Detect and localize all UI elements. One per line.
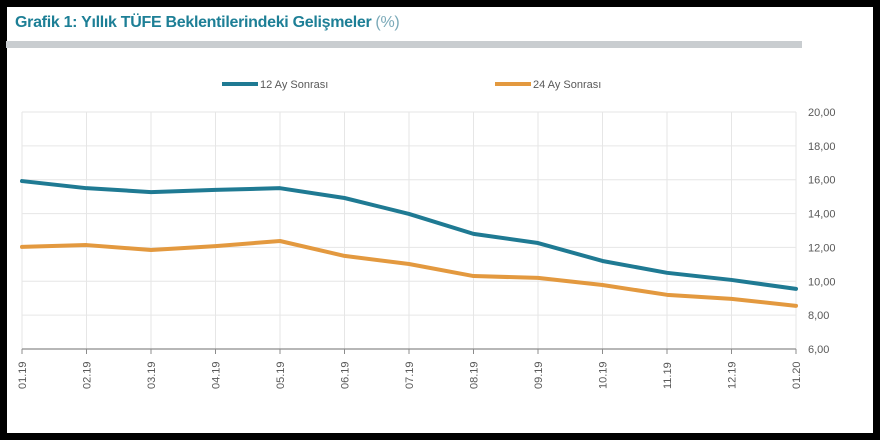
y-tick-label: 14,00 bbox=[808, 209, 836, 221]
x-tick-label: 06.19 bbox=[340, 361, 352, 389]
x-tick-label: 04.19 bbox=[211, 361, 223, 389]
title-text: Grafik 1: Yıllık TÜFE Beklentilerindeki … bbox=[15, 14, 372, 31]
x-tick-label: 05.19 bbox=[275, 361, 287, 389]
title-unit: (%) bbox=[375, 14, 400, 31]
legend-label: 24 Ay Sonrası bbox=[533, 79, 601, 91]
x-tick-label: 08.19 bbox=[469, 361, 481, 389]
x-tick-label: 01.20 bbox=[791, 361, 803, 389]
y-tick-label: 16,00 bbox=[808, 175, 836, 187]
x-tick-label: 12.19 bbox=[727, 361, 739, 389]
y-tick-label: 12,00 bbox=[808, 242, 836, 254]
x-tick-label: 10.19 bbox=[598, 361, 610, 389]
chart-title: Grafik 1: Yıllık TÜFE Beklentilerindeki … bbox=[15, 14, 400, 32]
x-tick-label: 09.19 bbox=[533, 361, 545, 389]
x-tick-label: 01.19 bbox=[17, 361, 29, 389]
y-tick-label: 20,00 bbox=[808, 107, 836, 119]
y-tick-label: 18,00 bbox=[808, 141, 836, 153]
y-tick-label: 8,00 bbox=[808, 310, 829, 322]
x-tick-label: 11.19 bbox=[662, 362, 674, 389]
x-tick-label: 07.19 bbox=[404, 361, 416, 389]
title-divider bbox=[6, 41, 802, 48]
y-tick-label: 10,00 bbox=[808, 276, 836, 288]
y-tick-label: 6,00 bbox=[808, 344, 829, 356]
legend-label: 12 Ay Sonrası bbox=[260, 79, 328, 91]
x-tick-label: 02.19 bbox=[82, 361, 94, 389]
x-tick-label: 03.19 bbox=[146, 361, 158, 389]
